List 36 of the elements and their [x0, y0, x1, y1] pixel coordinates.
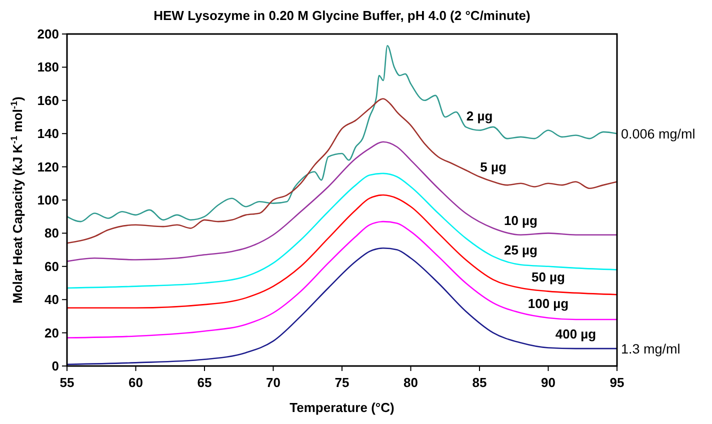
line-series — [66, 194, 618, 309]
x-tick-label: 80 — [404, 375, 418, 390]
annotation: 0.006 mg/ml — [621, 126, 696, 142]
line-series — [66, 98, 618, 244]
y-tick-label: 40 — [44, 292, 59, 308]
series-label: 10 µg — [504, 212, 538, 228]
y-tick-label: 120 — [37, 159, 59, 174]
line-series — [66, 141, 618, 262]
line-series — [66, 247, 618, 365]
annotation: 1.3 mg/ml — [621, 342, 680, 357]
x-tick-label: 75 — [334, 375, 350, 390]
series-label: 5 µg — [480, 160, 506, 175]
y-tick-label: 160 — [37, 92, 59, 108]
series-label: 25 µg — [504, 242, 538, 258]
x-tick-label: 70 — [266, 375, 280, 390]
x-tick-label: 85 — [472, 375, 487, 390]
x-tick-label: 55 — [60, 375, 74, 390]
y-tick-label: 100 — [37, 192, 59, 208]
series-label: 50 µg — [531, 269, 566, 284]
x-tick-label: 65 — [197, 375, 212, 390]
x-tick-label: 90 — [541, 375, 556, 390]
series-label: 100 µg — [528, 296, 569, 311]
chart-title: HEW Lysozyme in 0.20 M Glycine Buffer, pH 4.0 (2 °C/minute) — [154, 8, 530, 23]
y-tick-label: 180 — [37, 60, 59, 75]
y-tick-label: 80 — [44, 226, 59, 241]
x-axis-title: Temperature (°C) — [290, 400, 394, 415]
series-label: 2 µg — [466, 108, 493, 124]
line-series — [66, 172, 618, 289]
y-tick-label: 200 — [37, 26, 59, 42]
y-tick-label: 0 — [52, 358, 59, 374]
y-tick-label: 60 — [44, 258, 59, 274]
x-tick-label: 95 — [610, 375, 624, 390]
y-tick-label: 140 — [37, 126, 59, 142]
y-tick-label: 20 — [44, 325, 59, 340]
x-tick-label: 60 — [128, 375, 143, 390]
series-label: 400 µg — [555, 326, 596, 342]
